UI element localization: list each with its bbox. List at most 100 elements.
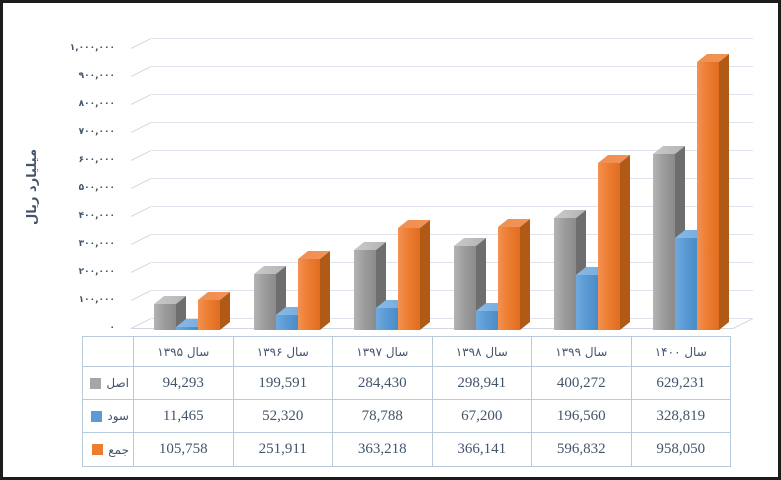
bar-front-face (576, 275, 598, 330)
y-tick-label: ۷۰۰,۰۰۰ (78, 127, 115, 137)
y-axis-title: میلیارد ریال (25, 148, 40, 226)
bar-top-face (498, 219, 530, 227)
value-cell: 596,832 (531, 432, 632, 467)
table-header-year-cell: سال ۱۳۹۷ (332, 336, 433, 367)
bar-top-face (675, 230, 707, 238)
value-cell: 400,272 (531, 366, 632, 400)
value-cell: 366,141 (431, 432, 532, 467)
table-row: جمع 105,758 251,911 363,218 366,141 596,832 95… (82, 432, 731, 467)
y-tick-label: ۹۰۰,۰۰۰ (78, 71, 115, 81)
bar-top-face (476, 303, 508, 311)
bar-top-face (697, 54, 729, 62)
bar-top-face (554, 210, 586, 218)
gridline (151, 38, 753, 39)
bar-side-face (520, 219, 530, 330)
value-cell: 328,819 (630, 399, 731, 433)
gridline-diagonal (130, 234, 152, 245)
bar-top-face (376, 300, 408, 308)
bar-asl (454, 238, 486, 330)
y-tick-label: ۲۰۰,۰۰۰ (78, 267, 115, 277)
legend-swatch (91, 410, 103, 422)
y-tick-label: ۱,۰۰۰,۰۰۰ (69, 43, 115, 53)
value-cell: 298,941 (431, 366, 532, 400)
legend-entry: اصل (87, 376, 129, 390)
bar-top-face (198, 292, 230, 300)
bar-front-face (697, 62, 719, 330)
bar-top-face (354, 242, 386, 250)
y-tick-label: ۸۰۰,۰۰۰ (78, 99, 115, 109)
gridline-diagonal (130, 66, 152, 77)
data-table-wrap: سال ۱۳۹۵ سال ۱۳۹۶ سال ۱۳۹۷ سال ۱۳۹۸ سال ۱۳۹۹… (82, 336, 731, 467)
value-cell: 105,758 (133, 432, 234, 467)
table-row: سود 11,465 52,320 78,788 67,200 196,560 328,81… (82, 399, 731, 433)
bar-side-face (220, 292, 230, 330)
bar-top-face (653, 146, 685, 154)
bar-front-face (254, 274, 276, 330)
bar-front-face (498, 227, 520, 330)
legend-cell: سود (82, 399, 134, 433)
value-cell: 199,591 (232, 366, 333, 400)
bar-front-face (276, 315, 298, 330)
legend-swatch (92, 444, 104, 455)
bar-jam (398, 220, 430, 330)
gridline (151, 234, 753, 235)
bar-side-face (476, 238, 486, 330)
gridline-diagonal (130, 150, 152, 161)
bar-side-face (376, 242, 386, 330)
bar-asl (254, 266, 286, 330)
gridline (151, 94, 753, 95)
y-tick-label: ۰ (109, 323, 116, 333)
bar-side-face (420, 220, 430, 330)
gridline-diagonal (130, 38, 152, 49)
value-cell: 629,231 (630, 366, 731, 400)
bar-side-face (276, 266, 286, 330)
bar-jam (697, 54, 729, 330)
y-tick-label: ۴۰۰,۰۰۰ (78, 211, 115, 221)
floor-front-edge (131, 328, 733, 329)
bar-front-face (675, 238, 697, 330)
bar-front-face (198, 300, 220, 330)
legend-label: سود (107, 409, 129, 423)
bar-top-face (154, 296, 186, 304)
gridline (151, 262, 753, 263)
legend-entry: سود (87, 409, 129, 423)
gridline (151, 66, 753, 67)
legend-swatch (90, 377, 102, 389)
value-cell: 67,200 (431, 399, 532, 433)
gridline (151, 150, 753, 151)
value-cell: 251,911 (232, 432, 333, 467)
gridline (151, 178, 753, 179)
table-header-year-cell: سال ۱۳۹۸ (431, 336, 532, 367)
y-tick-label: ۶۰۰,۰۰۰ (78, 155, 115, 165)
bar-top-face (298, 251, 330, 259)
bar-asl (354, 242, 386, 330)
bar-side-face (176, 296, 186, 330)
gridline (151, 290, 753, 291)
bar-top-face (254, 266, 286, 274)
data-table: سال ۱۳۹۵ سال ۱۳۹۶ سال ۱۳۹۷ سال ۱۳۹۸ سال ۱۳۹۹… (82, 336, 731, 467)
value-cell: 284,430 (332, 366, 433, 400)
bar-front-face (476, 311, 498, 330)
bar-jam (298, 251, 330, 330)
bar-top-face (176, 319, 208, 327)
value-cell: 94,293 (133, 366, 234, 400)
table-header-year-cell: سال ۱۳۹۹ (531, 336, 632, 367)
value-cell: 363,218 (332, 432, 433, 467)
bar-side-face (719, 54, 729, 330)
bar-top-face (598, 155, 630, 163)
y-tick-label: ۵۰۰,۰۰۰ (78, 183, 115, 193)
y-tick-label: ۳۰۰,۰۰۰ (78, 239, 115, 249)
bar-front-face (653, 154, 675, 330)
value-cell: 11,465 (133, 399, 234, 433)
bar-asl (554, 210, 586, 330)
table-header-year-cell: سال ۱۳۹۵ (133, 336, 234, 367)
bar-front-face (598, 163, 620, 330)
value-cell: 52,320 (232, 399, 333, 433)
bar-asl (154, 296, 186, 330)
gridline-diagonal (130, 178, 152, 189)
bar-front-face (354, 250, 376, 330)
table-corner-cell (82, 336, 134, 367)
bar-front-face (454, 246, 476, 330)
legend-cell: جمع (82, 432, 134, 467)
